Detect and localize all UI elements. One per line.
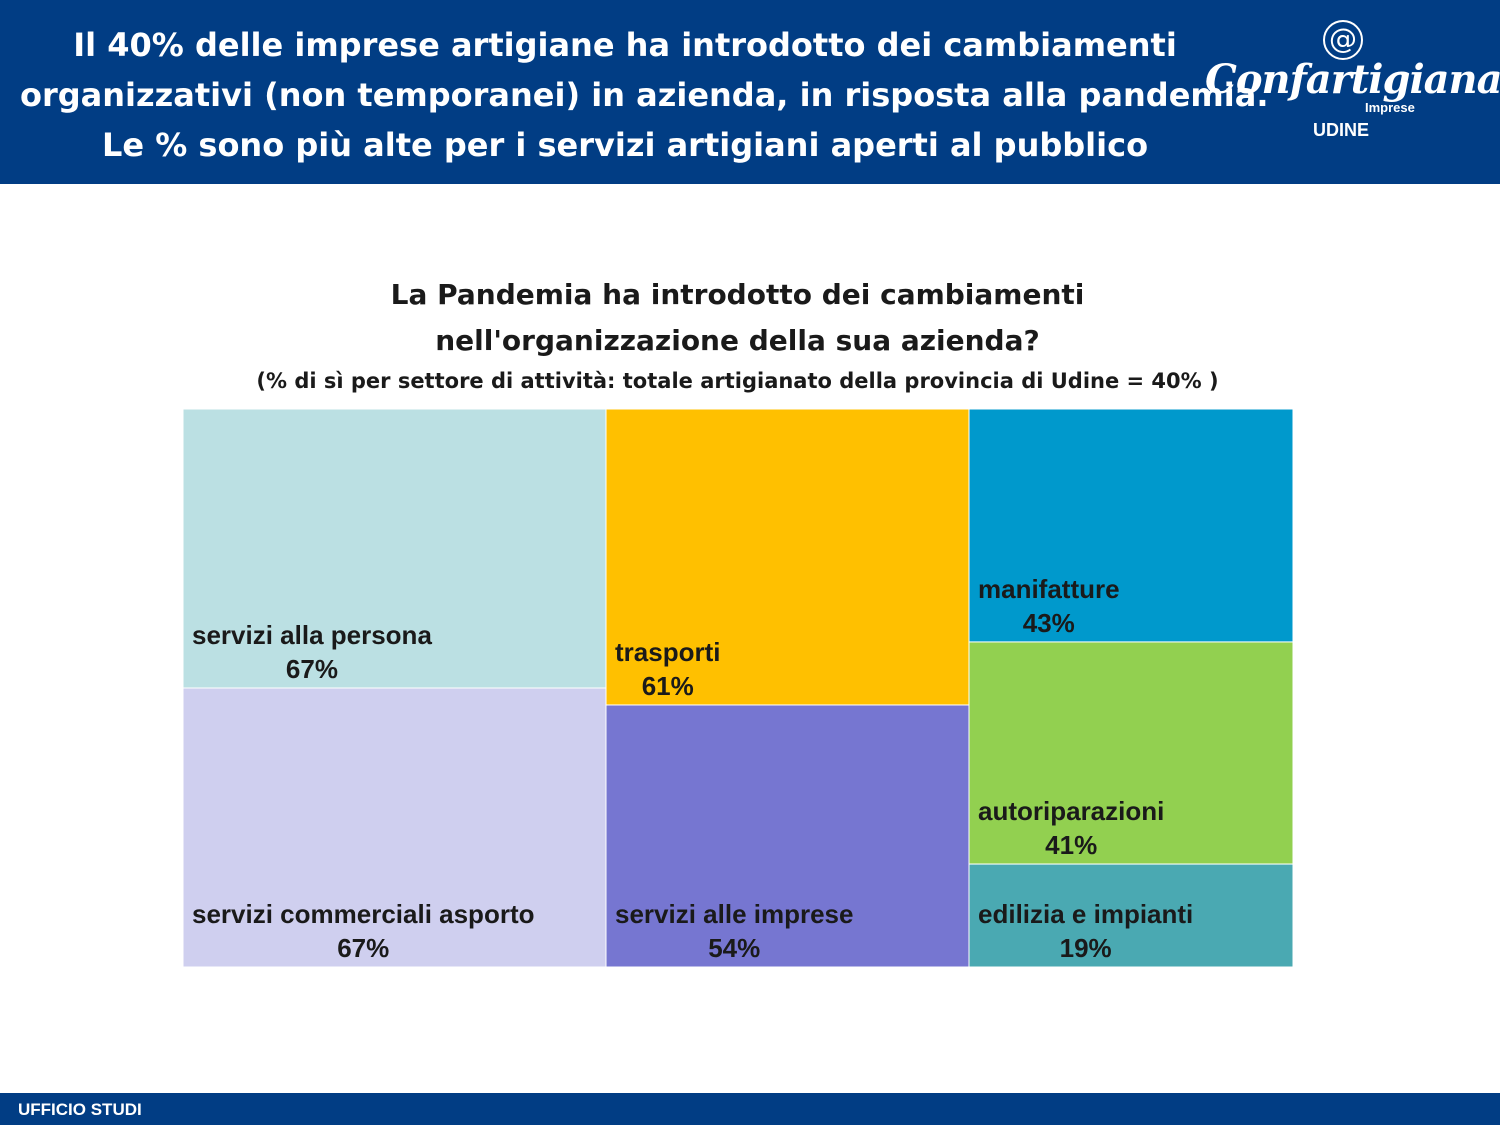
tile-label-edilizia-e-impianti: edilizia e impianti: [978, 899, 1193, 929]
at-sign-icon: @: [1323, 20, 1363, 60]
tile-value-servizi-commerciali-asporto: 67%: [337, 933, 389, 963]
treemap-tile-manifatture: [968, 409, 1293, 643]
page-title-line-2: organizzativi (non temporanei) in aziend…: [20, 76, 1269, 114]
tile-label-servizi-alla-persona: servizi alla persona: [192, 620, 432, 650]
treemap-tile-servizi-alla-persona: [183, 409, 607, 689]
tile-value-manifatture: 43%: [1023, 608, 1075, 638]
page-title-line-3: Le % sono più alte per i servizi artigia…: [101, 126, 1149, 164]
tile-label-trasporti: trasporti: [615, 637, 720, 667]
confartigianato-logo: @ Confartigianato Imprese UDINE: [1205, 18, 1500, 148]
page-title-line-1: Il 40% delle imprese artigiane ha introd…: [73, 26, 1177, 64]
chart-subtitle: (% di sì per settore di attività: totale…: [256, 369, 1219, 393]
treemap-tile-servizi-commerciali-asporto: [183, 687, 607, 967]
treemap-tile-autoriparazioni: [968, 641, 1293, 865]
treemap-tile-edilizia-e-impianti: [968, 863, 1293, 967]
tile-value-autoriparazioni: 41%: [1045, 830, 1097, 860]
chart-title-line-1: La Pandemia ha introdotto dei cambiament…: [390, 278, 1085, 311]
logo-wordmark: Confartigianato: [1205, 56, 1500, 103]
footer-bar: UFFICIO STUDI: [0, 1093, 1500, 1125]
treemap-chart: servizi alla persona 67% servizi commercia…: [183, 409, 1293, 967]
footer-label: UFFICIO STUDI: [18, 1100, 142, 1119]
tile-label-autoriparazioni: autoriparazioni: [978, 796, 1164, 826]
tile-label-servizi-commerciali-asporto: servizi commerciali asporto: [192, 899, 534, 929]
tile-label-manifatture: manifatture: [978, 574, 1120, 604]
chart-title: La Pandemia ha introdotto dei cambiament…: [180, 272, 1295, 364]
tile-value-trasporti: 61%: [642, 671, 694, 701]
logo-city: UDINE: [1313, 120, 1370, 140]
tile-label-servizi-alle-imprese: servizi alle imprese: [615, 899, 853, 929]
tile-value-edilizia-e-impianti: 19%: [1060, 933, 1112, 963]
tile-value-servizi-alle-imprese: 54%: [708, 933, 760, 963]
treemap-tile-servizi-alle-imprese: [605, 704, 970, 967]
tile-value-servizi-alla-persona: 67%: [286, 654, 338, 684]
chart-title-line-2: nell'organizzazione della sua azienda?: [435, 324, 1040, 357]
header-banner: Il 40% delle imprese artigiane ha introd…: [0, 0, 1500, 184]
page-title: Il 40% delle imprese artigiane ha introd…: [20, 20, 1269, 170]
logo-subtitle: Imprese: [1365, 100, 1415, 115]
